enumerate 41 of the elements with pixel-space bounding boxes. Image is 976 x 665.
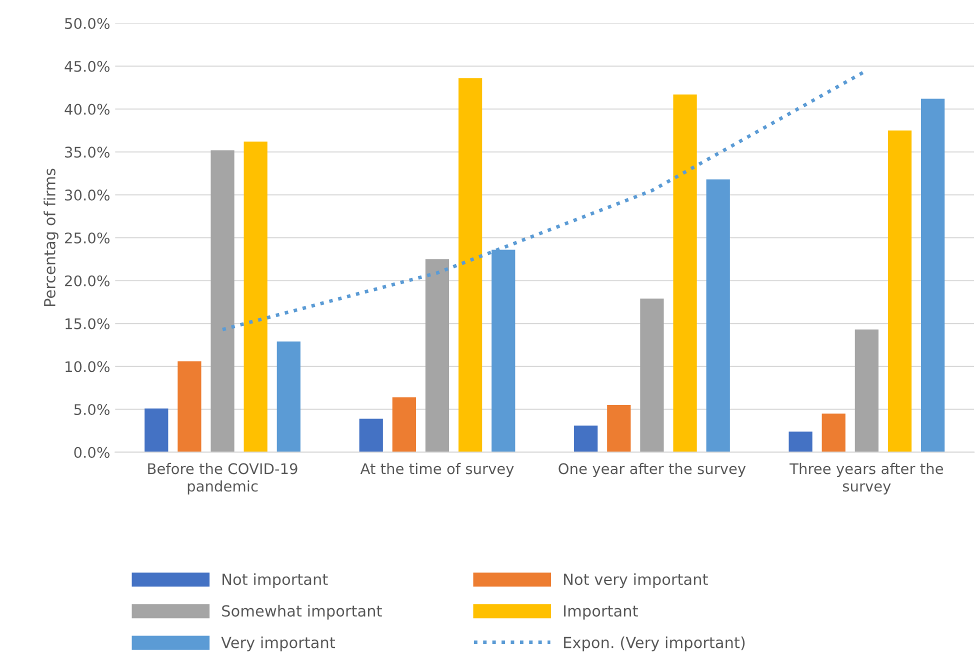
x-tick-label: Before the COVID-19 pandemic (148, 462, 298, 494)
bar (359, 418, 383, 452)
bar (706, 179, 730, 452)
legend-label: Important (564, 605, 638, 620)
legend-label: Expon. (Very important) (564, 636, 745, 652)
bar (673, 94, 697, 452)
legend-label: Very important (221, 636, 336, 652)
y-tick-label: 0.0% (74, 446, 110, 458)
x-tick-label: One year after the survey (558, 462, 746, 478)
x-tick-label: At the time of survey (360, 462, 514, 478)
y-tick-label: 50.0% (65, 18, 110, 30)
legend-label: Somewhat important (222, 604, 382, 620)
legend-label: Not very important (564, 573, 708, 588)
bar (822, 414, 846, 452)
bar (276, 342, 300, 452)
bar (788, 432, 812, 452)
bar (458, 78, 482, 452)
y-tick-label: 10.0% (66, 361, 110, 372)
y-tick-label: 40.0% (64, 104, 110, 115)
y-tick-label: 35.0% (65, 146, 110, 158)
x-tick-label: Three years after the survey (790, 462, 944, 494)
bar (854, 330, 878, 452)
bar (640, 298, 664, 452)
bar (210, 150, 234, 452)
y-tick-label: 45.0% (64, 60, 110, 72)
bar (574, 426, 598, 452)
bar (888, 130, 912, 452)
bar (392, 397, 416, 452)
y-tick-label: 15.0% (66, 318, 110, 330)
bar (425, 259, 450, 452)
bar (921, 98, 945, 452)
bar (244, 142, 268, 452)
bar (178, 361, 202, 452)
y-tick-label: 5.0% (74, 404, 110, 416)
bar (144, 408, 168, 452)
legend-label: Not important (222, 573, 328, 588)
y-tick-label: 25.0% (65, 232, 110, 244)
bar (607, 405, 631, 452)
y-tick-label: 20.0% (65, 275, 110, 286)
y-axis-title: Percentag of firms (44, 168, 58, 306)
y-tick-label: 30.0% (65, 190, 110, 201)
